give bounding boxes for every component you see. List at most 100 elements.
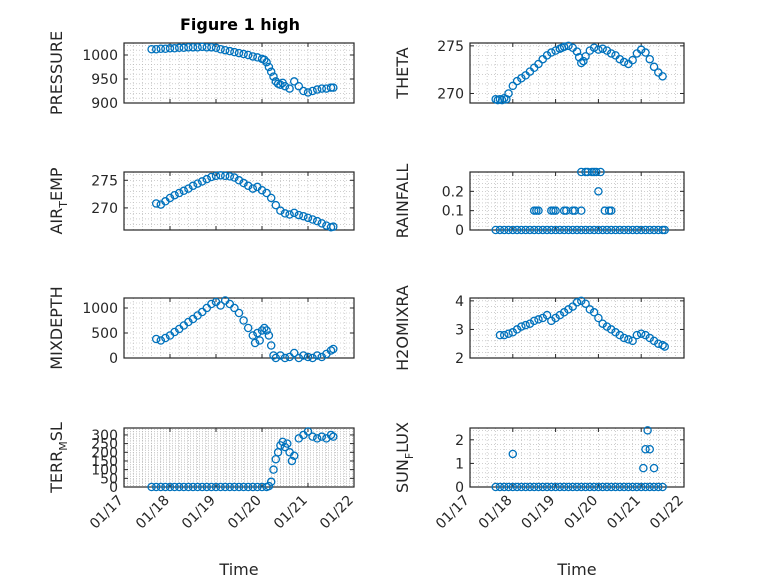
subplot-h2omixra: 2 3 4 H2OMIXRA [393, 285, 685, 371]
data-point [534, 225, 543, 235]
x-axis-label: Time [556, 560, 596, 579]
data-point [234, 308, 244, 318]
data-point [299, 351, 308, 360]
data-point [207, 299, 216, 309]
data-point [632, 482, 642, 492]
y-tick-label: 275 [437, 39, 464, 55]
x-tick-label: 01/18 [476, 493, 516, 533]
data-point [632, 330, 642, 340]
data-point [285, 84, 294, 93]
data-point [269, 72, 278, 81]
data-point [508, 81, 518, 91]
data-point [264, 62, 274, 72]
data-point [234, 48, 244, 58]
data-point [280, 209, 290, 218]
data-point [253, 482, 262, 492]
data-point [308, 432, 317, 441]
data-point [317, 84, 327, 93]
data-point [156, 336, 166, 345]
data-point [581, 167, 590, 177]
data-point [193, 482, 202, 492]
data-point [303, 352, 313, 362]
data-point [504, 225, 513, 235]
data-point [508, 328, 518, 337]
data-point [504, 89, 513, 98]
data-point [280, 81, 290, 91]
data-point [170, 44, 179, 53]
data-point [628, 482, 637, 492]
data-point [207, 172, 216, 182]
data-point [165, 193, 175, 203]
data-point [216, 44, 225, 54]
data-point [555, 482, 565, 492]
data-point [202, 43, 212, 52]
y-tick-label: 0.2 [442, 184, 464, 200]
data-point [606, 482, 616, 492]
data-point [619, 225, 629, 235]
data-point [615, 225, 625, 235]
data-point [317, 432, 327, 441]
data-point [260, 55, 269, 65]
data-point [299, 211, 308, 221]
data-point [517, 482, 526, 492]
data-point [572, 482, 582, 492]
data-point [225, 46, 235, 56]
data-point [517, 322, 526, 331]
data-point [243, 181, 253, 191]
data-point [654, 225, 663, 235]
figure-title: Figure 1 high [180, 15, 300, 34]
data-point [619, 482, 629, 492]
subplot-mixdepth: 0 500 1000 MIXDEPTH [47, 286, 355, 370]
data-point [294, 353, 304, 363]
y-tick-label: 270 [437, 86, 464, 102]
data-point [230, 482, 239, 492]
axes-box [469, 297, 685, 359]
data-point [239, 316, 248, 325]
data-point [568, 225, 577, 235]
y-axis-label: AIRTEMP [47, 167, 70, 234]
data-point [495, 225, 505, 235]
data-point [606, 206, 616, 215]
data-point [598, 44, 607, 53]
data-point [285, 352, 294, 362]
data-point [645, 225, 655, 235]
data-point [165, 482, 175, 492]
data-point [165, 44, 175, 53]
data-point [598, 482, 607, 492]
data-point [568, 482, 577, 492]
data-point [611, 482, 620, 492]
data-point [512, 76, 522, 86]
data-point [207, 43, 216, 52]
data-point [589, 167, 599, 177]
data-point [253, 328, 262, 338]
data-point [572, 298, 582, 307]
data-point [266, 341, 276, 350]
data-point [636, 482, 646, 492]
data-point [636, 225, 646, 235]
data-point [658, 340, 667, 350]
data-point [645, 333, 655, 343]
data-point [243, 50, 253, 60]
data-point [555, 310, 565, 320]
data-point [156, 482, 166, 492]
data-point [262, 57, 271, 67]
data-point [504, 329, 513, 338]
data-point [628, 225, 637, 235]
data-point [559, 225, 569, 235]
data-point [619, 333, 629, 343]
data-point [525, 319, 535, 328]
data-point [257, 185, 267, 195]
data-point [151, 44, 161, 54]
y-tick-label: 0 [455, 480, 464, 496]
data-point [624, 482, 633, 492]
data-point [250, 338, 260, 348]
y-axis-label: PRESSURE [47, 31, 66, 115]
data-point [299, 86, 308, 96]
y-tick-label: 900 [91, 96, 118, 112]
data-point [225, 172, 235, 181]
data-point [594, 313, 603, 323]
y-tick-label: 1 [455, 456, 464, 472]
data-point [660, 225, 669, 235]
data-point [525, 225, 535, 235]
data-point [495, 330, 505, 340]
